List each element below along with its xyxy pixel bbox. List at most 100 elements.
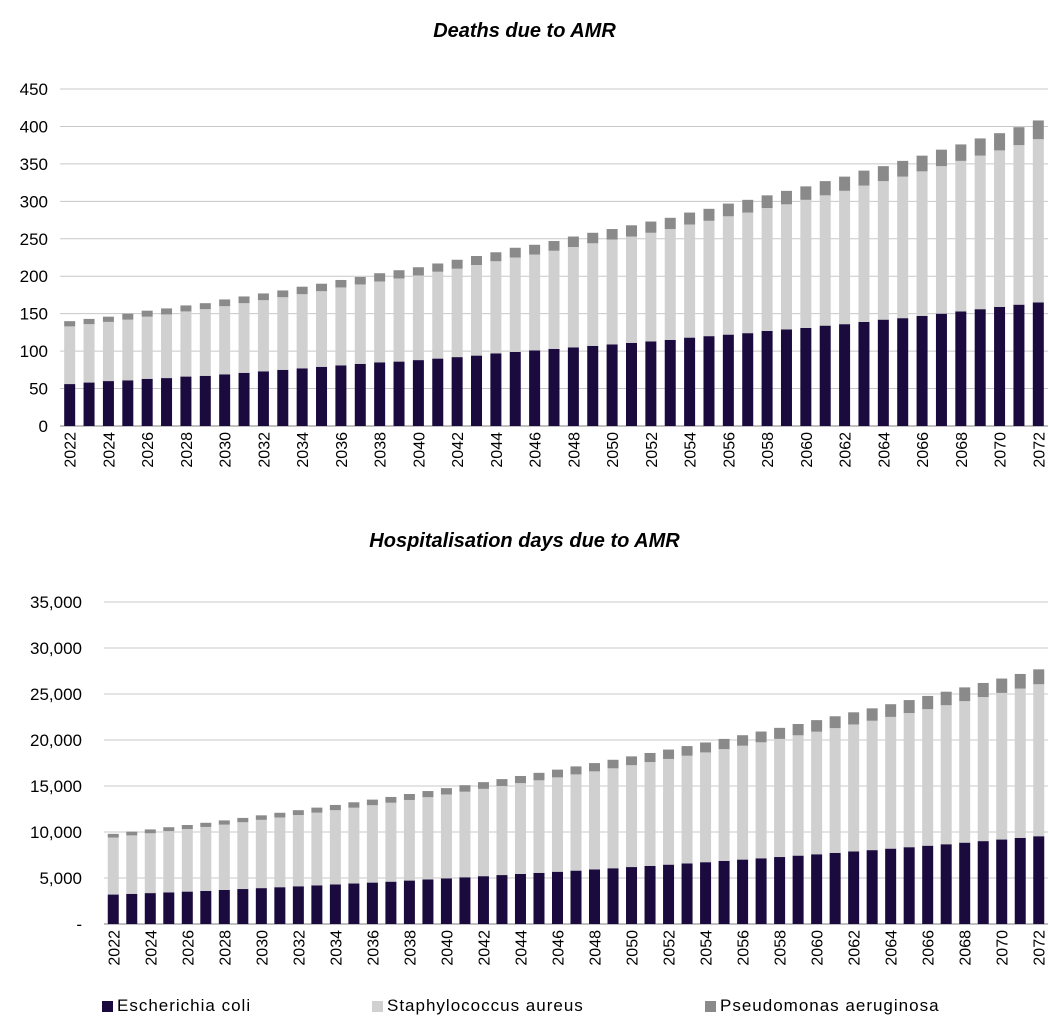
hospitalisation-bar-pseudomonas-aeruginosa [533,772,545,781]
legend-swatch-staphylococcus-aureus [372,1000,383,1012]
hospitalisation-bar-staphylococcus-aureus [959,701,971,843]
deaths-bar-staphylococcus-aureus [780,204,792,330]
hospitalisation-bar-escherichia-coli [477,876,489,924]
hospitalisation-x-tick-label: 2044 [513,930,530,966]
hospitalisation-bar-staphylococcus-aureus [644,762,656,866]
hospitalisation-bar-escherichia-coli [626,867,638,924]
deaths-x-tick-label: 2070 [993,432,1010,468]
deaths-y-tick-label: 200 [20,267,48,286]
hospitalisation-bar-escherichia-coli [218,889,230,924]
hospitalisation-bar-staphylococcus-aureus [570,774,582,871]
hospitalisation-bar-staphylococcus-aureus [440,794,452,879]
deaths-bar-pseudomonas-aeruginosa [161,308,173,315]
deaths-x-tick-label: 2042 [450,432,467,468]
deaths-bar-pseudomonas-aeruginosa [238,296,250,304]
hospitalisation-bar-escherichia-coli [551,871,563,924]
hospitalisation-x-tick-label: 2040 [439,930,456,966]
hospitalisation-x-tick-label: 2030 [254,930,271,966]
deaths-bar-staphylococcus-aureus [277,297,289,370]
deaths-bar-staphylococcus-aureus [897,176,909,319]
deaths-x-tick-label: 2058 [760,432,777,468]
hospitalisation-bar-escherichia-coli [940,844,952,924]
deaths-bar-pseudomonas-aeruginosa [548,241,560,251]
hospitalisation-bar-pseudomonas-aeruginosa [996,678,1008,693]
deaths-bar-staphylococcus-aureus [684,224,696,338]
hospitalisation-bar-staphylococcus-aureus [422,797,434,880]
deaths-bar-pseudomonas-aeruginosa [645,221,657,233]
deaths-bar-escherichia-coli [374,362,386,426]
deaths-bar-pseudomonas-aeruginosa [916,155,928,172]
deaths-bar-escherichia-coli [684,337,696,426]
deaths-bar-pseudomonas-aeruginosa [684,212,696,225]
deaths-bar-escherichia-coli [335,365,347,426]
deaths-chart-title: Deaths due to AMR [433,20,616,42]
deaths-bar-pseudomonas-aeruginosa [703,208,715,221]
hospitalisation-bar-staphylococcus-aureus [922,709,934,846]
deaths-bar-escherichia-coli [703,336,715,426]
deaths-bar-pseudomonas-aeruginosa [374,273,386,282]
hospitalisation-bar-escherichia-coli [829,852,841,924]
hospitalisation-bar-staphylococcus-aureus [274,817,286,888]
hospitalisation-bar-staphylococcus-aureus [107,837,119,895]
hospitalisation-x-tick-label: 2062 [847,930,864,966]
deaths-bar-staphylococcus-aureus [122,319,134,381]
deaths-bar-pseudomonas-aeruginosa [606,229,618,240]
hospitalisation-bar-pseudomonas-aeruginosa [292,810,304,816]
hospitalisation-y-tick-label: 10,000 [30,823,82,842]
hospitalisation-x-tick-label: 2072 [1032,930,1049,966]
hospitalisation-bar-pseudomonas-aeruginosa [626,756,638,766]
hospitalisation-y-tick-label: 5,000 [39,869,82,888]
hospitalisation-bar-pseudomonas-aeruginosa [514,775,526,784]
deaths-bar-escherichia-coli [296,368,308,426]
deaths-bar-pseudomonas-aeruginosa [529,244,541,255]
deaths-bar-escherichia-coli [180,376,192,426]
hospitalisation-bar-pseudomonas-aeruginosa [903,700,915,714]
deaths-bar-escherichia-coli [935,313,947,426]
hospitalisation-bar-escherichia-coli [681,863,693,924]
hospitalisation-bar-escherichia-coli [422,879,434,924]
hospitalisation-bar-staphylococcus-aureus [996,692,1008,840]
hospitalisation-bar-escherichia-coli [366,882,378,924]
deaths-bar-escherichia-coli [122,380,134,426]
hospitalisation-bar-pseudomonas-aeruginosa [570,766,582,775]
deaths-y-tick-label: 150 [20,305,48,324]
deaths-bar-staphylococcus-aureus [335,287,347,366]
deaths-bar-staphylococcus-aureus [490,261,502,354]
hospitalisation-bar-escherichia-coli [1033,836,1045,924]
hospitalisation-bar-staphylococcus-aureus [977,697,989,842]
hospitalisation-bar-escherichia-coli [589,869,601,924]
deaths-bar-staphylococcus-aureus [451,268,463,358]
hospitalisation-bar-pseudomonas-aeruginosa [977,682,989,698]
deaths-bar-pseudomonas-aeruginosa [354,276,366,285]
hospitalisation-bar-escherichia-coli [848,851,860,924]
deaths-bar-staphylococcus-aureus [238,303,250,373]
deaths-bar-staphylococcus-aureus [916,171,928,316]
hospitalisation-x-tick-label: 2026 [180,930,197,966]
deaths-x-tick-label: 2024 [101,432,118,468]
hospitalisation-x-tick-label: 2054 [699,930,716,966]
deaths-x-tick-label: 2056 [721,432,738,468]
hospitalisation-bar-pseudomonas-aeruginosa [959,687,971,702]
hospitalisation-bar-escherichia-coli [959,842,971,924]
deaths-bar-pseudomonas-aeruginosa [451,259,463,269]
hospitalisation-x-tick-label: 2064 [884,930,901,966]
hospitalisation-bar-pseudomonas-aeruginosa [792,723,804,736]
deaths-bar-escherichia-coli [955,311,967,426]
hospitalisation-x-tick-label: 2046 [550,930,567,966]
deaths-x-tick-label: 2066 [915,432,932,468]
deaths-bar-staphylococcus-aureus [199,309,211,376]
hospitalisation-bar-escherichia-coli [274,887,286,924]
deaths-bar-pseudomonas-aeruginosa [780,190,792,205]
hospitalisation-bar-staphylococcus-aureus [792,735,804,856]
deaths-bar-escherichia-coli [858,321,870,426]
hospitalisation-bar-staphylococcus-aureus [311,812,323,886]
hospitalisation-bar-staphylococcus-aureus [737,745,749,860]
hospitalisation-x-tick-label: 2056 [736,930,753,966]
deaths-bar-pseudomonas-aeruginosa [509,247,521,258]
deaths-x-tick-label: 2032 [256,432,273,468]
hospitalisation-bar-staphylococcus-aureus [940,705,952,845]
deaths-bar-escherichia-coli [974,309,986,426]
hospitalisation-bar-pseudomonas-aeruginosa [366,799,378,806]
deaths-bar-staphylococcus-aureus [877,181,889,320]
legend-item-escherichia-coli: Escherichia coli [102,996,251,1016]
